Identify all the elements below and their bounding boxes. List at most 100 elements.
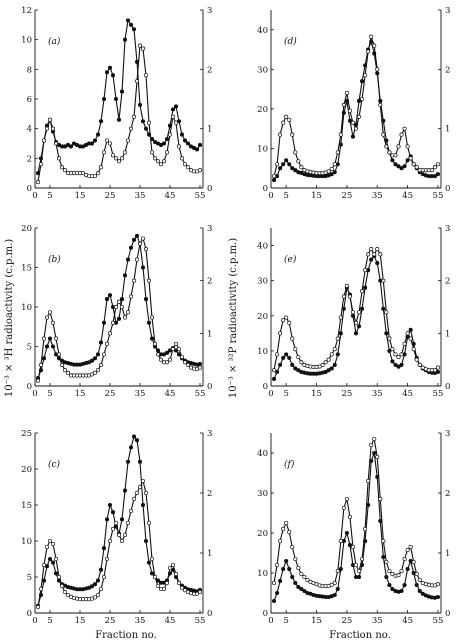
series-filled-point: [137, 459, 143, 464]
series-open-point: [360, 96, 365, 102]
series-open-point: [110, 320, 116, 325]
series-filled-point: [299, 586, 304, 592]
series-open-point: [137, 484, 143, 490]
x-tick-label: 0: [268, 389, 273, 399]
series-open-point: [366, 252, 371, 257]
series-filled-point: [372, 450, 377, 456]
x-tick-label: 5: [47, 616, 52, 626]
series-open-point: [278, 331, 283, 336]
series-filled-point: [170, 107, 176, 112]
x-tick-label: 45: [165, 616, 176, 626]
y-tick-label-right: 3: [445, 6, 450, 16]
series-open-point: [122, 315, 128, 320]
series-open-point: [432, 368, 437, 373]
series-filled-point: [435, 369, 441, 375]
series-open-point: [363, 73, 368, 78]
series-filled-point: [119, 517, 125, 522]
series-open-point: [378, 102, 383, 107]
series-open-point: [317, 364, 322, 369]
x-tick-label: 5: [283, 191, 288, 201]
y-tick-label-left: 10: [21, 36, 32, 46]
series-filled-point: [420, 591, 425, 596]
x-tick-label: 0: [268, 616, 273, 626]
panel-label: (e): [284, 254, 297, 265]
x-tick-label: 55: [433, 389, 444, 399]
y-tick-label-right: 1: [445, 329, 450, 339]
series-open-point: [287, 529, 292, 535]
series-open-point: [47, 310, 53, 315]
x-axis-label-left-column: Fraction no.: [95, 630, 157, 641]
x-tick-label: 15: [311, 389, 322, 399]
y-tick-label-right: 1: [207, 125, 212, 135]
series-filled-point: [287, 566, 292, 572]
series-filled-point: [47, 336, 53, 341]
series-open-point: [137, 241, 143, 246]
series-filled-point: [332, 362, 337, 367]
series-open-point: [396, 573, 401, 578]
series-open-point: [176, 347, 182, 352]
series-open-point: [299, 571, 304, 577]
series-filled-point: [149, 571, 155, 576]
y-tick-label-right: 3: [207, 429, 212, 439]
series-open-point: [350, 544, 356, 550]
series-filled-point: [164, 350, 170, 355]
x-tick-label: 15: [311, 191, 322, 201]
series-filled-point: [393, 162, 398, 167]
series-open-point: [131, 114, 137, 119]
series-open-point: [402, 556, 407, 562]
series-open-point: [344, 496, 349, 502]
x-tick-label: 35: [135, 191, 146, 201]
series-open-point: [125, 138, 131, 143]
series-filled-point: [284, 158, 289, 163]
series-filled-point: [116, 117, 122, 122]
y-tick-label-right: 1: [445, 125, 450, 135]
series-open-point: [179, 156, 185, 161]
series-open-point: [173, 571, 179, 577]
series-filled-point: [332, 592, 337, 598]
series-open-point: [360, 289, 365, 294]
series-open-point: [347, 108, 352, 113]
series-open-point: [164, 360, 170, 365]
series-filled-point: [435, 172, 441, 177]
series-filled-point: [390, 359, 395, 364]
series-open-point: [101, 574, 107, 580]
series-filled-point: [41, 578, 47, 583]
x-tick-label: 5: [283, 616, 288, 626]
series-open-point: [405, 547, 410, 553]
series-open-point: [35, 378, 41, 383]
series-open-point: [98, 362, 104, 367]
series-open-point: [366, 478, 371, 484]
series-open-point: [384, 144, 389, 149]
series-filled-point: [405, 158, 410, 163]
series-filled-point: [387, 348, 392, 353]
y-axis-label-right: 10⁻³ × ³²P radioactivity (c.p.m.): [228, 238, 239, 398]
series-open-point: [381, 538, 386, 544]
y-tick-label-right: 0: [207, 184, 212, 194]
series-open-point: [146, 120, 152, 125]
series-filled-point: [89, 584, 95, 589]
y-tick-label-left: 8: [27, 65, 32, 75]
series-filled-point: [194, 147, 200, 152]
series-open-point: [44, 544, 50, 550]
series-filled-point: [353, 331, 359, 336]
series-open-point: [107, 538, 113, 544]
series-open-point: [293, 150, 298, 155]
y-tick-label-left: 5: [27, 343, 32, 353]
series-filled-point: [360, 79, 365, 84]
series-filled-point: [197, 361, 203, 366]
series-filled-line: [273, 255, 439, 380]
y-tick-label-right: 2: [445, 277, 450, 287]
x-tick-label: 45: [165, 389, 176, 399]
series-open-point: [137, 43, 143, 48]
series-open-point: [329, 166, 334, 172]
series-open-point: [56, 352, 62, 357]
series-filled-point: [104, 70, 110, 75]
series-open-point: [155, 159, 161, 164]
series-open-point: [296, 565, 301, 571]
series-filled-point: [290, 362, 295, 367]
series-filled-point: [356, 324, 362, 329]
series-filled-point: [131, 434, 137, 439]
x-tick-label: 15: [75, 389, 86, 399]
